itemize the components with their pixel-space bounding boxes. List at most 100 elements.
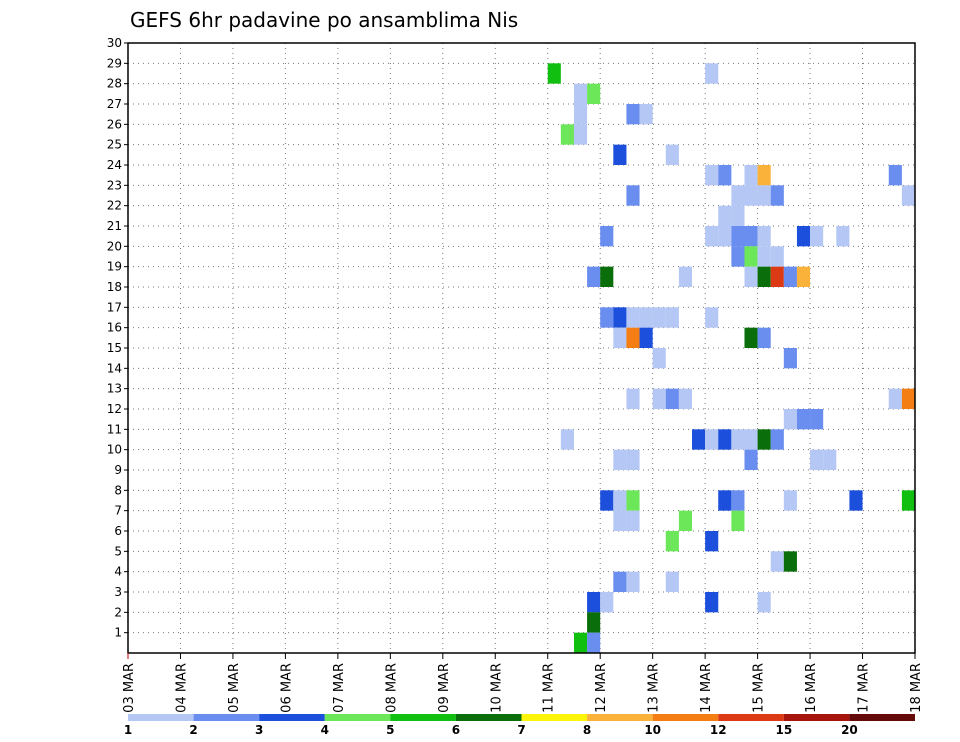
x-tick-label: 14 MAR [699,663,714,713]
precip-cell [744,246,758,267]
precip-cell [718,490,732,511]
precip-cell [888,165,902,186]
precip-cell [757,185,771,206]
precip-cell [600,307,614,328]
chart-title: GEFS 6hr padavine po ansamblima Nis [130,8,518,32]
x-tick-label: 15 MAR [752,663,767,713]
heatmap-cells [547,63,915,653]
legend-label: 2 [189,723,197,737]
precip-cell [600,266,614,287]
legend-swatch [259,714,325,721]
precip-cell [731,226,745,247]
precip-cell [705,429,719,450]
y-tick-label: 4 [114,565,122,579]
precip-cell [744,429,758,450]
precip-cell [587,632,601,653]
legend-label: 8 [583,723,591,737]
precip-cell [626,571,640,592]
precip-cell [718,165,732,186]
precip-cell [757,592,771,613]
y-tick-label: 30 [107,36,122,50]
precip-cell [757,429,771,450]
legend-swatch [390,714,456,721]
precip-cell [744,226,758,247]
precip-cell [613,510,627,531]
precip-cell [600,490,614,511]
x-tick-label: 05 MAR [227,663,242,713]
x-tick-label: 18 MAR [909,663,924,713]
precip-cell [600,226,614,247]
legend-label: 10 [644,723,661,737]
precip-cell [665,531,679,552]
y-tick-label: 17 [107,300,122,314]
x-tick-label: 12 MAR [594,663,609,713]
precip-cell [600,592,614,613]
precip-cell [744,266,758,287]
precip-cell [639,307,653,328]
y-tick-label: 29 [107,56,122,70]
legend-swatch [718,714,784,721]
precip-cell [731,510,745,531]
y-tick-label: 23 [107,178,122,192]
precip-cell [705,63,719,84]
precip-cell [731,246,745,267]
precip-cell [731,429,745,450]
y-tick-label: 19 [107,260,122,274]
y-tick-label: 10 [107,443,122,457]
precip-cell [626,307,640,328]
y-tick-label: 8 [114,483,122,497]
y-tick-label: 16 [107,321,122,335]
x-tick-label: 16 MAR [804,663,819,713]
precip-cell [783,490,797,511]
legend-label: 15 [775,723,792,737]
color-legend: 1 2 3 4 5 6 7 8 10 12 15 20 [124,714,915,737]
y-tick-label: 14 [107,361,122,375]
precip-cell [692,429,706,450]
precip-cell [573,124,588,145]
legend-swatch [193,714,260,721]
precip-cell [770,266,784,287]
precip-cell [705,226,719,247]
precip-cell [901,388,915,409]
precip-cell [613,307,627,328]
precip-cell [901,185,915,206]
legend-label: 3 [255,723,263,737]
legend-swatch [128,714,194,721]
y-tick-label: 2 [114,605,122,619]
precip-cell [587,83,601,104]
legend-swatch [783,714,850,721]
precip-cell [796,409,811,430]
precip-cell [665,571,679,592]
precip-cell [770,246,784,267]
precip-cell [731,490,745,511]
y-tick-label: 11 [107,422,122,436]
legend-swatch [587,714,653,721]
y-tick-label: 3 [114,585,122,599]
precip-cell [823,449,837,470]
x-tick-label: 08 MAR [384,663,399,713]
precip-cell [613,571,627,592]
precip-cell [705,531,719,552]
precip-cell [783,348,797,369]
y-tick-label: 1 [114,626,122,640]
legend-label: 12 [710,723,727,737]
y-tick-label: 13 [107,382,122,396]
precip-cell [678,388,693,409]
precip-cell [626,449,640,470]
y-tick-label: 24 [107,158,122,172]
x-axis: 03 MAR 04 MAR 05 MAR 06 MAR 07 MAR 08 MAR 09 M… [122,653,924,713]
precip-cell [652,348,666,369]
y-axis: 1234567891011121314151617181920212223242… [107,36,128,640]
precip-cell [744,327,758,348]
precip-cell [626,327,640,348]
precip-cell [770,551,784,572]
precip-cell [626,510,640,531]
precip-cell [665,307,679,328]
precip-cell [757,327,771,348]
legend-swatch [849,714,915,721]
precip-cell [665,388,679,409]
precip-cell [744,165,758,186]
y-tick-label: 18 [107,280,122,294]
y-tick-label: 6 [114,524,122,538]
precip-cell [678,510,693,531]
